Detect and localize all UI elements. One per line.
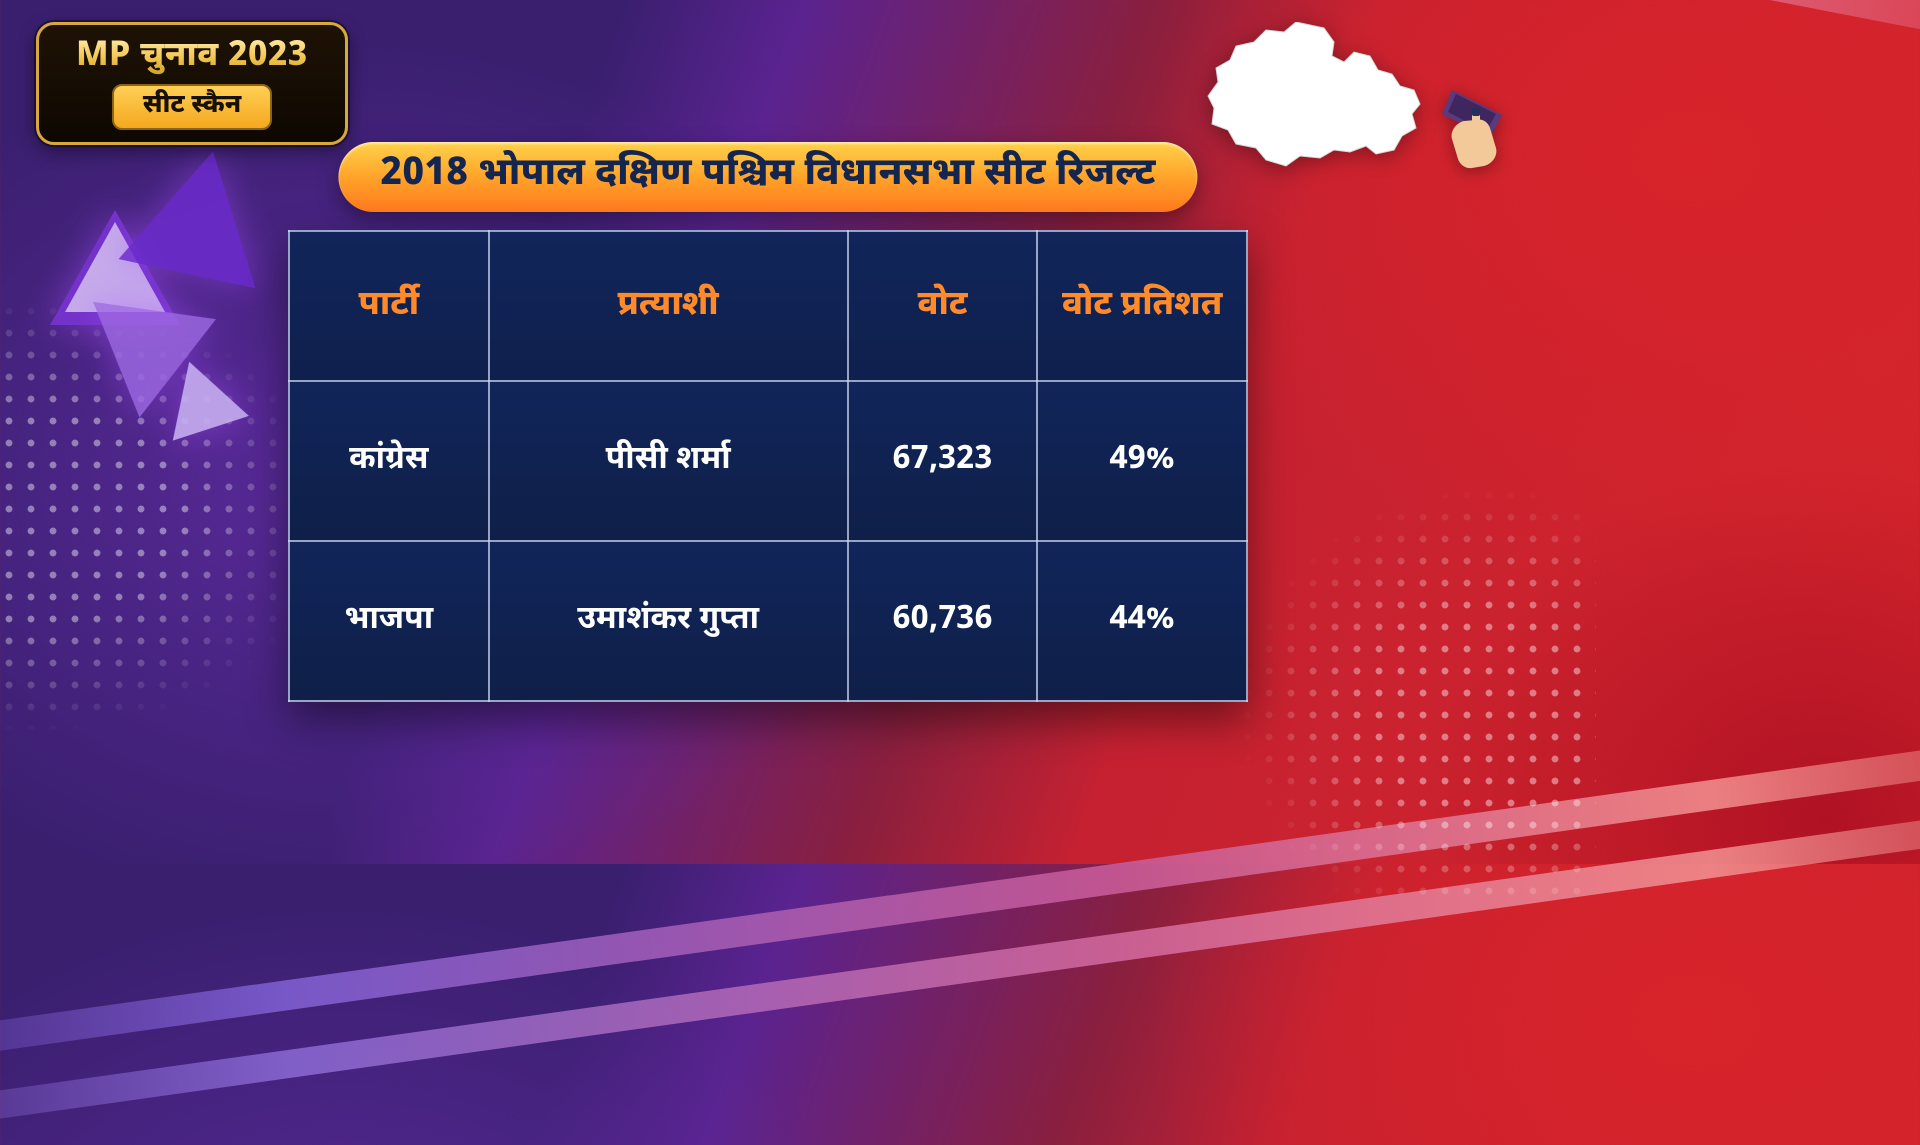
vote-hand-icon	[1442, 80, 1512, 170]
result-heading-pill: 2018 भोपाल दक्षिण पश्चिम विधानसभा सीट रि…	[338, 142, 1197, 212]
cell-candidate: उमाशंकर गुप्ता	[489, 541, 848, 701]
election-badge: MP चुनाव 2023 सीट स्कैन	[36, 22, 348, 145]
cell-party: कांग्रेस	[289, 381, 489, 541]
col-candidate: प्रत्याशी	[489, 231, 848, 381]
cell-vote-pct: 49%	[1037, 381, 1247, 541]
cell-candidate: पीसी शर्मा	[489, 381, 848, 541]
mp-state-map-icon	[1206, 22, 1436, 182]
cell-vote-pct: 44%	[1037, 541, 1247, 701]
decor-diagonal-line	[0, 783, 1920, 1145]
cell-votes: 67,323	[848, 381, 1038, 541]
col-vote-pct: वोट प्रतिशत	[1037, 231, 1247, 381]
results-table: पार्टी प्रत्याशी वोट वोट प्रतिशत कांग्रे…	[288, 230, 1248, 702]
badge-subtitle: सीट स्कैन	[112, 84, 272, 130]
decor-diagonal-line	[0, 713, 1920, 1077]
table-row: भाजपा उमाशंकर गुप्ता 60,736 44%	[289, 541, 1247, 701]
table-row: कांग्रेस पीसी शर्मा 67,323 49%	[289, 381, 1247, 541]
col-party: पार्टी	[289, 231, 489, 381]
col-votes: वोट	[848, 231, 1038, 381]
result-heading-text: 2018 भोपाल दक्षिण पश्चिम विधानसभा सीट रि…	[380, 150, 1155, 200]
badge-title: MP चुनाव 2023	[63, 39, 321, 76]
cell-party: भाजपा	[289, 541, 489, 701]
cell-votes: 60,736	[848, 541, 1038, 701]
table-header-row: पार्टी प्रत्याशी वोट वोट प्रतिशत	[289, 231, 1247, 381]
